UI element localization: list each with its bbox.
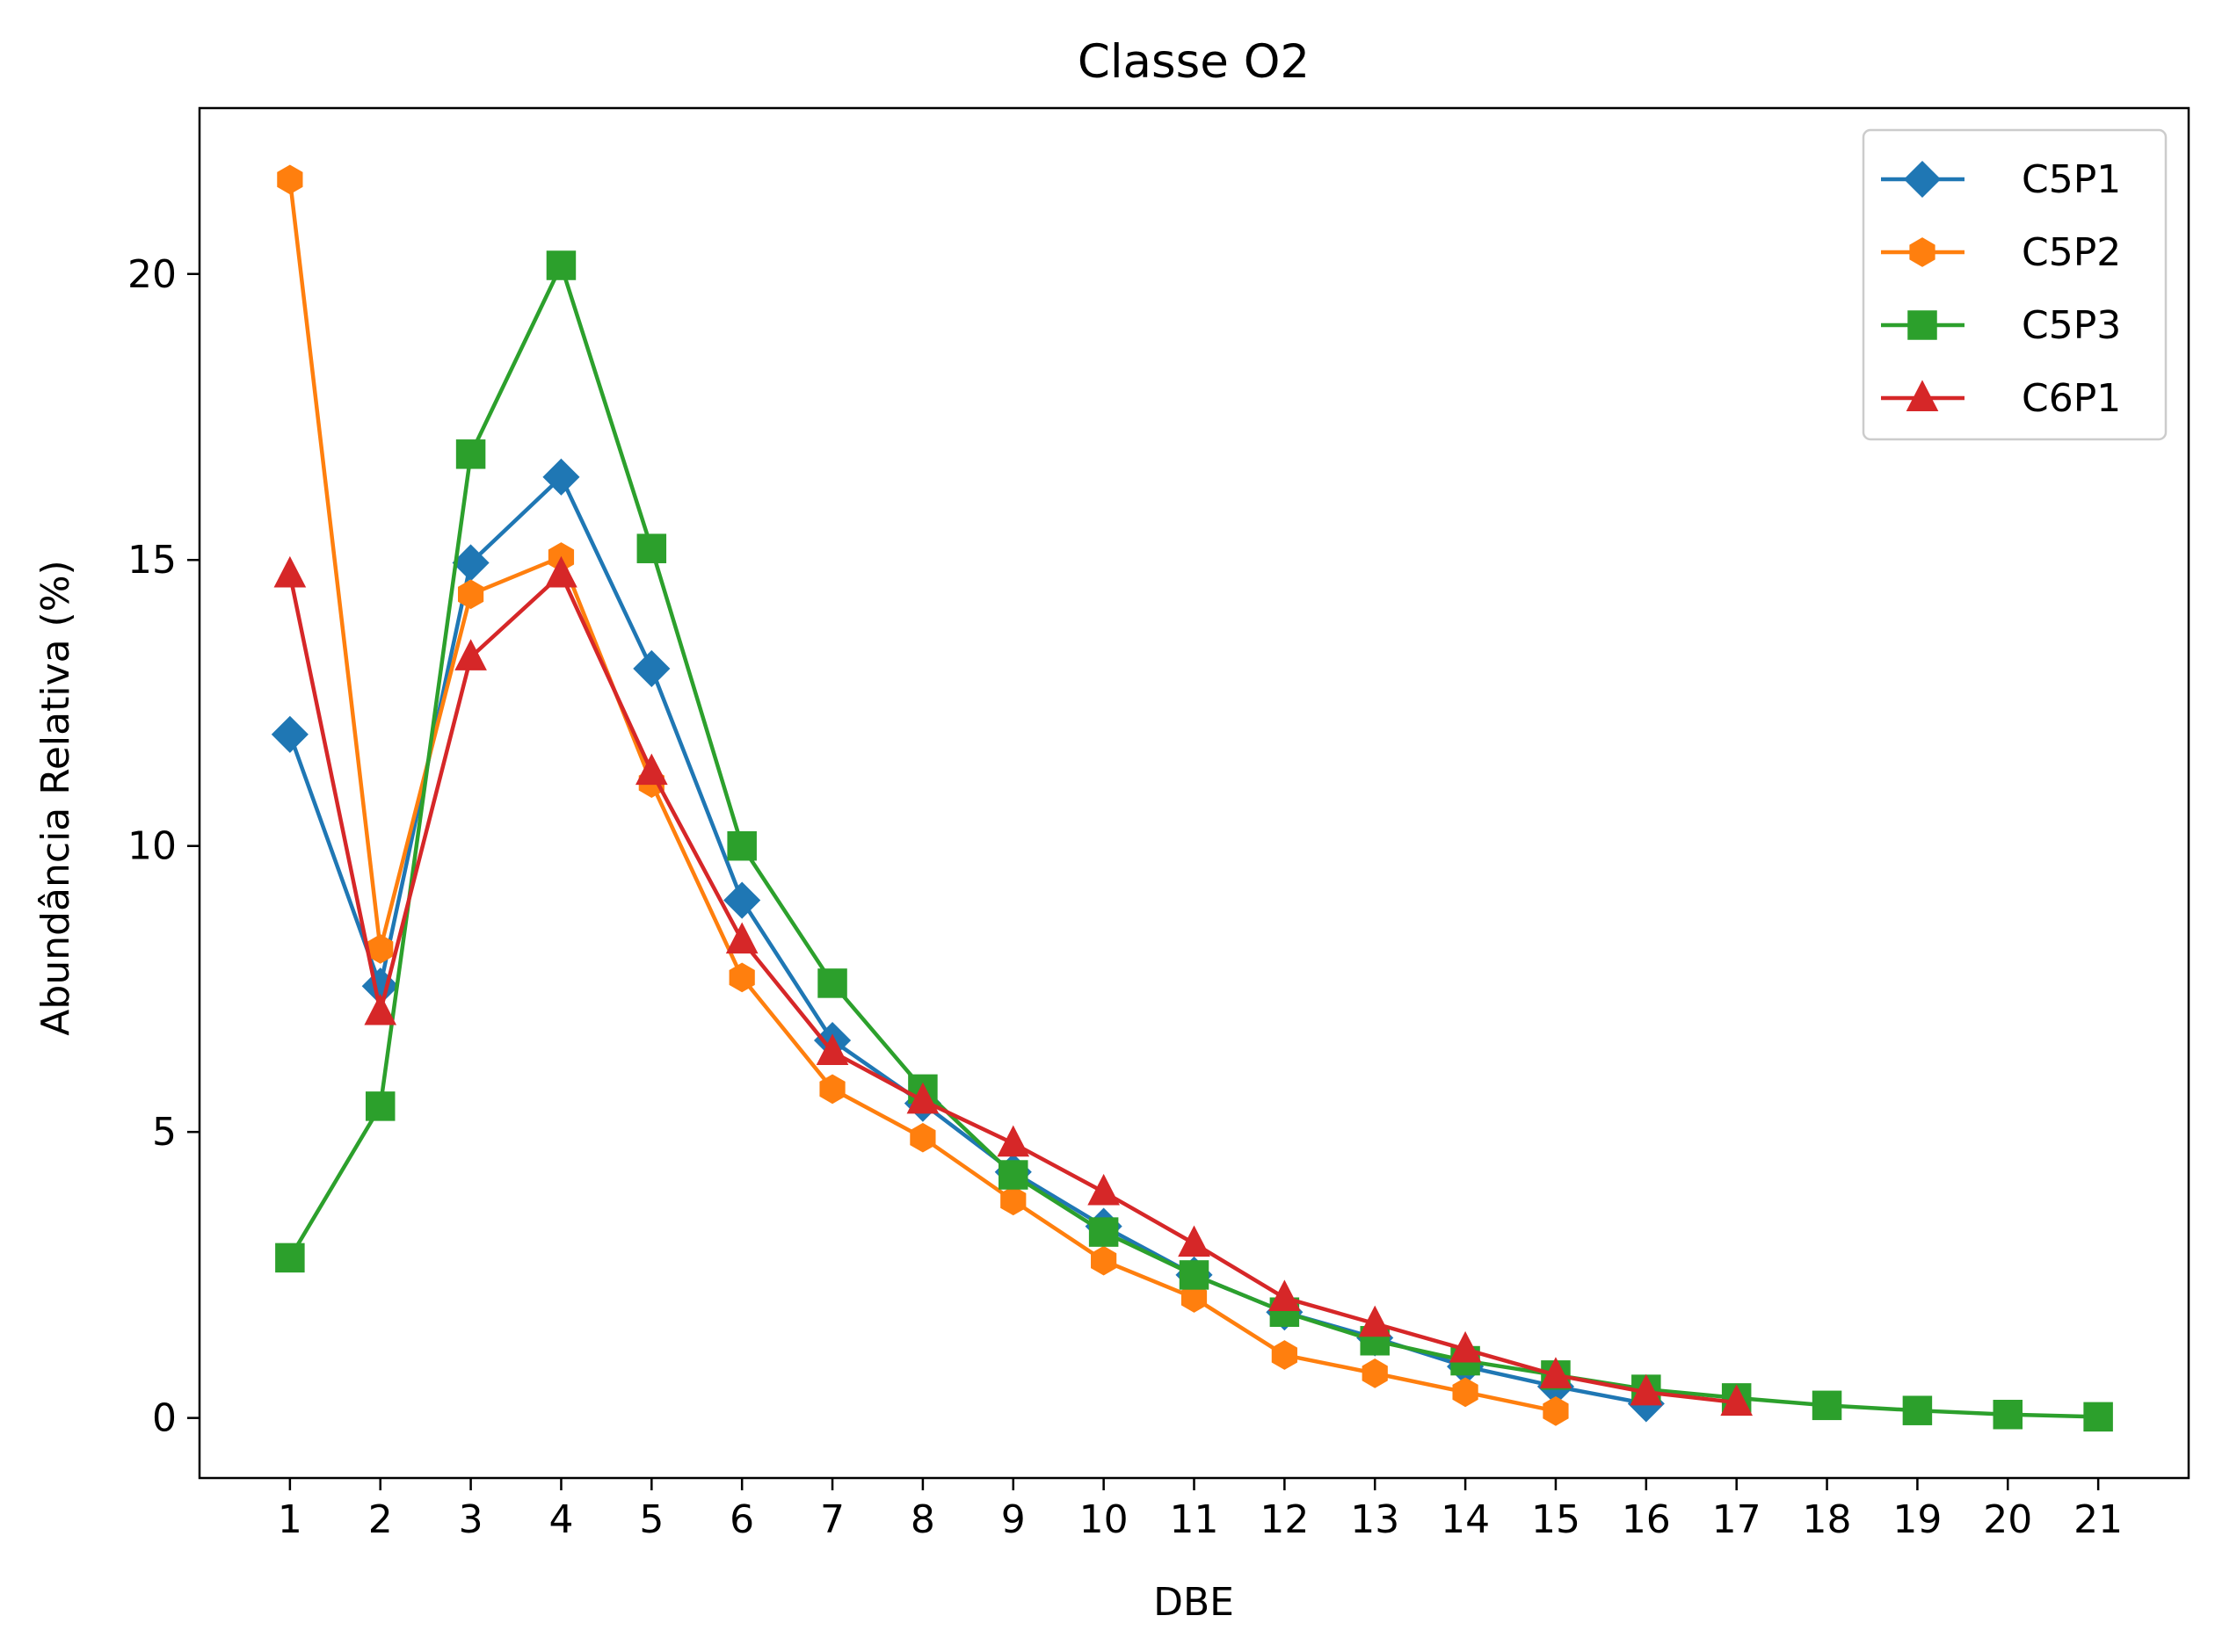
data-point (365, 1091, 396, 1121)
legend-label: C5P2 (2022, 230, 2121, 275)
data-point (1452, 1377, 1478, 1408)
legend-swatch-marker (1906, 380, 1939, 411)
data-point (1543, 1395, 1569, 1426)
x-axis: 1 2 3 4 5 6 7 8 9 10 11 12 13 14 15 16 17 18 19 20 21 (278, 1478, 2123, 1542)
data-point (1720, 1384, 1754, 1417)
x-tick-label: 6 (730, 1497, 754, 1542)
x-tick-label: 19 (1892, 1497, 1942, 1542)
data-point (271, 715, 309, 753)
y-tick-label: 15 (127, 538, 177, 583)
data-point (816, 1033, 849, 1066)
y-tick-label: 5 (152, 1110, 177, 1155)
data-point (457, 579, 484, 610)
data-point (546, 250, 577, 280)
data-point (727, 830, 757, 861)
data-point (1091, 1245, 1117, 1276)
data-point (364, 993, 397, 1025)
x-tick-label: 2 (368, 1497, 393, 1542)
series-c6p1 (273, 555, 1754, 1417)
x-tick-label: 15 (1531, 1497, 1580, 1542)
data-point (1180, 1283, 1208, 1313)
data-point (273, 555, 307, 588)
x-axis-title: DBE (1153, 1580, 1234, 1625)
x-tick-label: 21 (2073, 1497, 2123, 1542)
data-point (729, 962, 755, 993)
y-axis-title: Abundância Relativa (%) (33, 560, 78, 1035)
data-point (1539, 1357, 1572, 1388)
data-point (454, 639, 487, 670)
y-tick-label: 0 (152, 1396, 177, 1441)
x-tick-label: 14 (1441, 1497, 1490, 1542)
data-point (906, 1082, 940, 1114)
x-tick-label: 10 (1079, 1497, 1129, 1542)
x-tick-label: 7 (820, 1497, 845, 1542)
data-point (636, 533, 667, 563)
x-tick-label: 8 (911, 1497, 935, 1542)
legend-label: C6P1 (2022, 376, 2121, 421)
data-point (1178, 1225, 1210, 1257)
data-point (817, 968, 847, 998)
data-point (1362, 1359, 1388, 1388)
data-point (275, 1243, 305, 1273)
data-point (1993, 1399, 2023, 1430)
data-point (1000, 1185, 1027, 1216)
plot-area (271, 164, 2113, 1432)
data-point (1268, 1279, 1301, 1311)
data-point (997, 1125, 1030, 1157)
data-point (1812, 1390, 1842, 1421)
series-c5p2 (277, 164, 1569, 1426)
x-tick-label: 9 (1001, 1497, 1026, 1542)
legend-item-c5p2: C5P2 (1881, 230, 2121, 275)
x-tick-label: 13 (1350, 1497, 1399, 1542)
data-point (723, 881, 761, 919)
legend-item-c5p3: C5P3 (1881, 303, 2121, 348)
data-point (277, 164, 303, 195)
data-point (1902, 1395, 1933, 1425)
data-point (999, 1160, 1028, 1190)
legend-box (1862, 128, 2168, 441)
x-tick-label: 11 (1170, 1497, 1219, 1542)
data-point (910, 1122, 936, 1153)
data-point (635, 753, 668, 786)
y-axis: 0 5 10 15 20 (127, 252, 200, 1441)
x-tick-label: 17 (1712, 1497, 1761, 1542)
x-tick-label: 18 (1803, 1497, 1852, 1542)
data-point (1271, 1340, 1297, 1370)
legend-swatch-marker (1907, 310, 1937, 340)
x-tick-label: 4 (548, 1497, 573, 1542)
chart-title: Classe O2 (1078, 35, 1310, 89)
data-point (633, 649, 671, 687)
x-tick-label: 1 (278, 1497, 302, 1542)
x-tick-label: 12 (1260, 1497, 1309, 1542)
data-point (819, 1074, 846, 1105)
legend-label: C5P1 (2022, 157, 2121, 202)
x-tick-label: 20 (1983, 1497, 2032, 1542)
data-point (2083, 1402, 2113, 1432)
legend-item-c6p1: C6P1 (1881, 376, 2121, 421)
data-point (1449, 1330, 1482, 1363)
data-point (1179, 1260, 1209, 1290)
data-point (1630, 1373, 1663, 1406)
y-tick-label: 20 (127, 252, 177, 297)
data-point (725, 922, 759, 954)
legend-swatch-marker (1909, 237, 1935, 267)
data-point (545, 555, 577, 588)
data-point (542, 458, 580, 496)
data-point (1358, 1305, 1391, 1337)
legend-item-c5p1: C5P1 (1881, 157, 2121, 202)
y-tick-label: 10 (127, 824, 177, 869)
x-tick-label: 16 (1622, 1497, 1671, 1542)
legend: C5P1 C5P2 C5P3 C6P1 (1862, 128, 2168, 441)
data-point (1088, 1217, 1119, 1247)
x-tick-label: 3 (459, 1497, 483, 1542)
data-point (1087, 1173, 1120, 1206)
legend-label: C5P3 (2022, 303, 2121, 348)
data-point (367, 934, 394, 964)
data-point (455, 439, 486, 469)
legend-swatch-marker (1903, 160, 1942, 199)
x-tick-label: 5 (639, 1497, 664, 1542)
